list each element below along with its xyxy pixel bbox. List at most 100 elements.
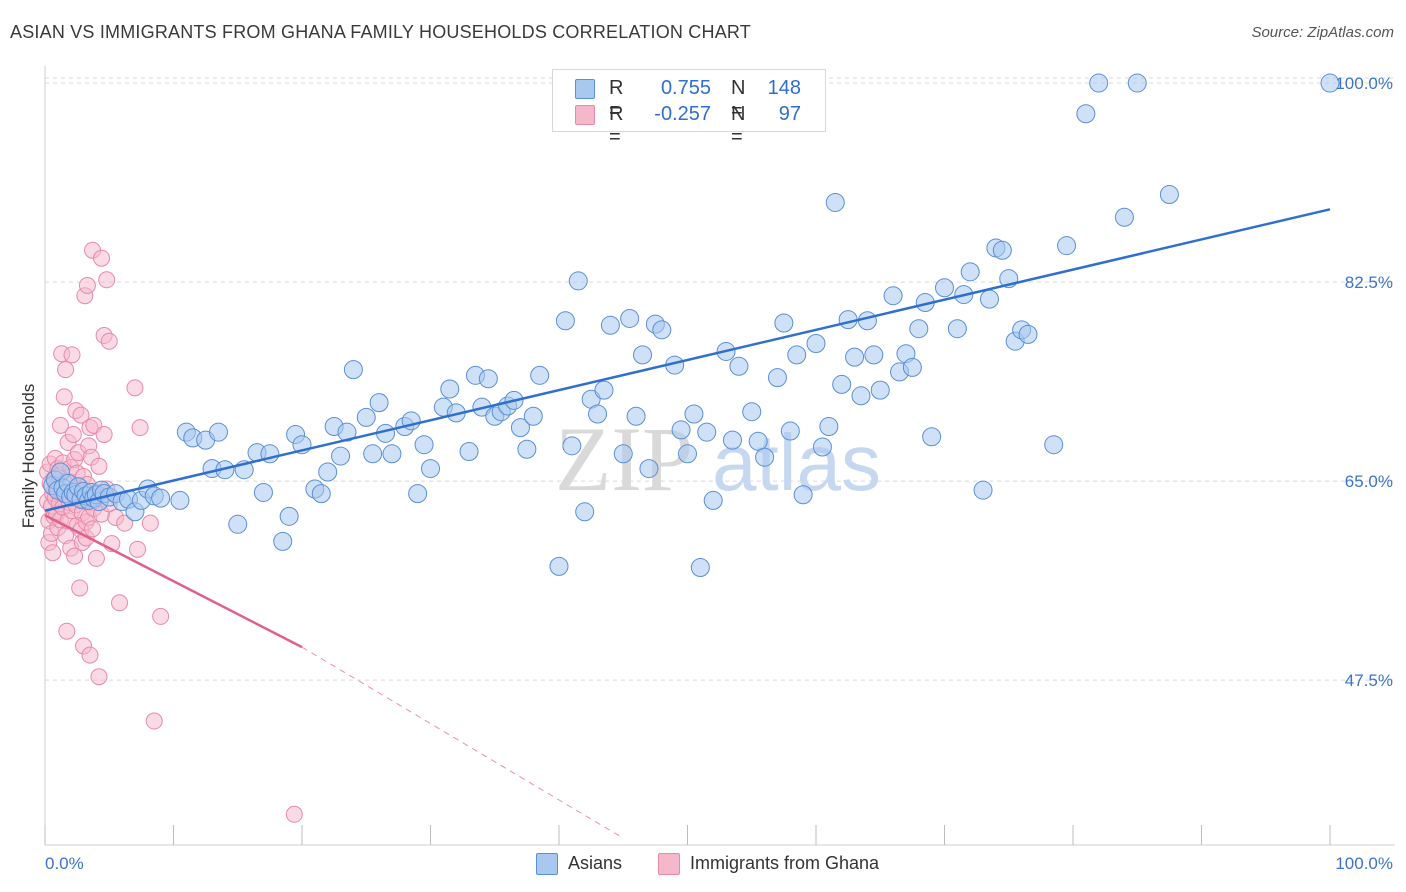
ghana-point [141, 514, 159, 532]
ghana-point [90, 457, 108, 475]
legend-r-label: R = [609, 103, 624, 148]
source-label: Source: ZipAtlas.com [1251, 24, 1394, 41]
asians-point [369, 393, 389, 413]
asians-point [356, 407, 376, 427]
asians-point [613, 444, 633, 464]
asians-point [273, 531, 293, 551]
asians-point [517, 439, 537, 459]
gridlines [45, 77, 1395, 681]
asians-point [279, 506, 299, 526]
ghana-point [116, 514, 134, 532]
asians-point [870, 380, 890, 400]
asians-point [343, 360, 363, 380]
asians-point [626, 406, 646, 426]
asians-point [864, 345, 884, 365]
ghana-point [66, 547, 84, 565]
asians-point [337, 422, 357, 442]
asians-point [382, 444, 402, 464]
asians-point [883, 286, 903, 306]
asians-point [363, 444, 383, 464]
ghana-point [57, 361, 75, 379]
chart-title: ASIAN VS IMMIGRANTS FROM GHANA FAMILY HO… [10, 22, 751, 42]
asians-point [414, 435, 434, 455]
axes [44, 66, 1395, 846]
asians-point [440, 379, 460, 399]
asians-point [562, 436, 582, 456]
asians-point [748, 431, 768, 451]
asians-point [588, 404, 608, 424]
asians-point [331, 446, 351, 466]
asians-point [697, 422, 717, 442]
asians-point [1018, 324, 1038, 344]
asians-point [767, 368, 787, 388]
asians-point [555, 311, 575, 331]
ghana-point [285, 805, 303, 823]
asians-point [935, 278, 954, 298]
x-tick-label: 100.0% [1335, 854, 1393, 873]
asians-point [549, 556, 569, 576]
ghana-point [81, 646, 99, 664]
asians-point [1159, 185, 1179, 205]
asians-point [678, 444, 697, 464]
asians-point [620, 308, 640, 328]
asians-point [1044, 435, 1064, 455]
ghana-point [152, 607, 170, 625]
ghana-point [90, 668, 108, 686]
asians-point [722, 430, 742, 450]
asians-point [819, 417, 839, 437]
asians-point [845, 347, 865, 367]
ghana-swatch [575, 105, 595, 125]
ghana-legend-label: Immigrants from Ghana [690, 853, 880, 873]
ghana-point [98, 271, 116, 289]
legend-n-label: N = [731, 103, 746, 148]
asians-point [832, 374, 852, 394]
asians-point [703, 490, 723, 510]
ghana-point [51, 416, 69, 434]
asians-point [774, 313, 794, 333]
ghana-point [84, 520, 102, 538]
stats-legend: R = 0.755 N = 148 R = -0.257 N = 97 [552, 69, 826, 148]
asians-point [742, 402, 762, 422]
asians-point [318, 462, 338, 482]
ghana-point [64, 425, 82, 443]
ghana-point [71, 579, 89, 597]
y-tick-label: 82.5% [1345, 273, 1393, 292]
asians-point [1089, 73, 1109, 93]
asians-point [973, 480, 993, 500]
y-tick-label: 65.0% [1345, 472, 1393, 491]
legend-r-value: -0.257 [654, 103, 711, 125]
ghana-point [93, 249, 111, 267]
asians-point [902, 357, 922, 377]
ghana-point [100, 332, 118, 350]
asians-point [652, 320, 672, 340]
asians-point [408, 484, 428, 504]
asians-point [857, 311, 877, 331]
x-tick-label: 0.0% [45, 854, 84, 873]
asians-point [909, 319, 929, 339]
asians-point [510, 418, 530, 438]
ghana-point [129, 540, 147, 558]
legend-n-value: 148 [767, 77, 801, 99]
ghana-point [126, 379, 144, 397]
asians-point [459, 442, 479, 462]
asians-point [1076, 104, 1096, 124]
asians-point [947, 319, 967, 339]
asians-point [992, 240, 1012, 260]
ghana-point [131, 419, 149, 437]
ghana-point [63, 346, 81, 364]
ghana-point [111, 594, 129, 612]
asians-point [530, 365, 550, 385]
y-tick-label: 47.5% [1345, 671, 1393, 690]
trend-lines [44, 208, 1331, 839]
asians-point [979, 289, 999, 309]
asians-point [170, 490, 190, 510]
asians-point [780, 421, 800, 441]
asians-point [922, 427, 942, 447]
asians-point [960, 262, 980, 282]
ghana-point [87, 549, 105, 567]
asians-point [478, 369, 498, 389]
asians-point [684, 404, 704, 424]
ghana-point [145, 712, 163, 730]
asians-point [1127, 73, 1147, 93]
ghana-trend-extension [301, 646, 624, 839]
